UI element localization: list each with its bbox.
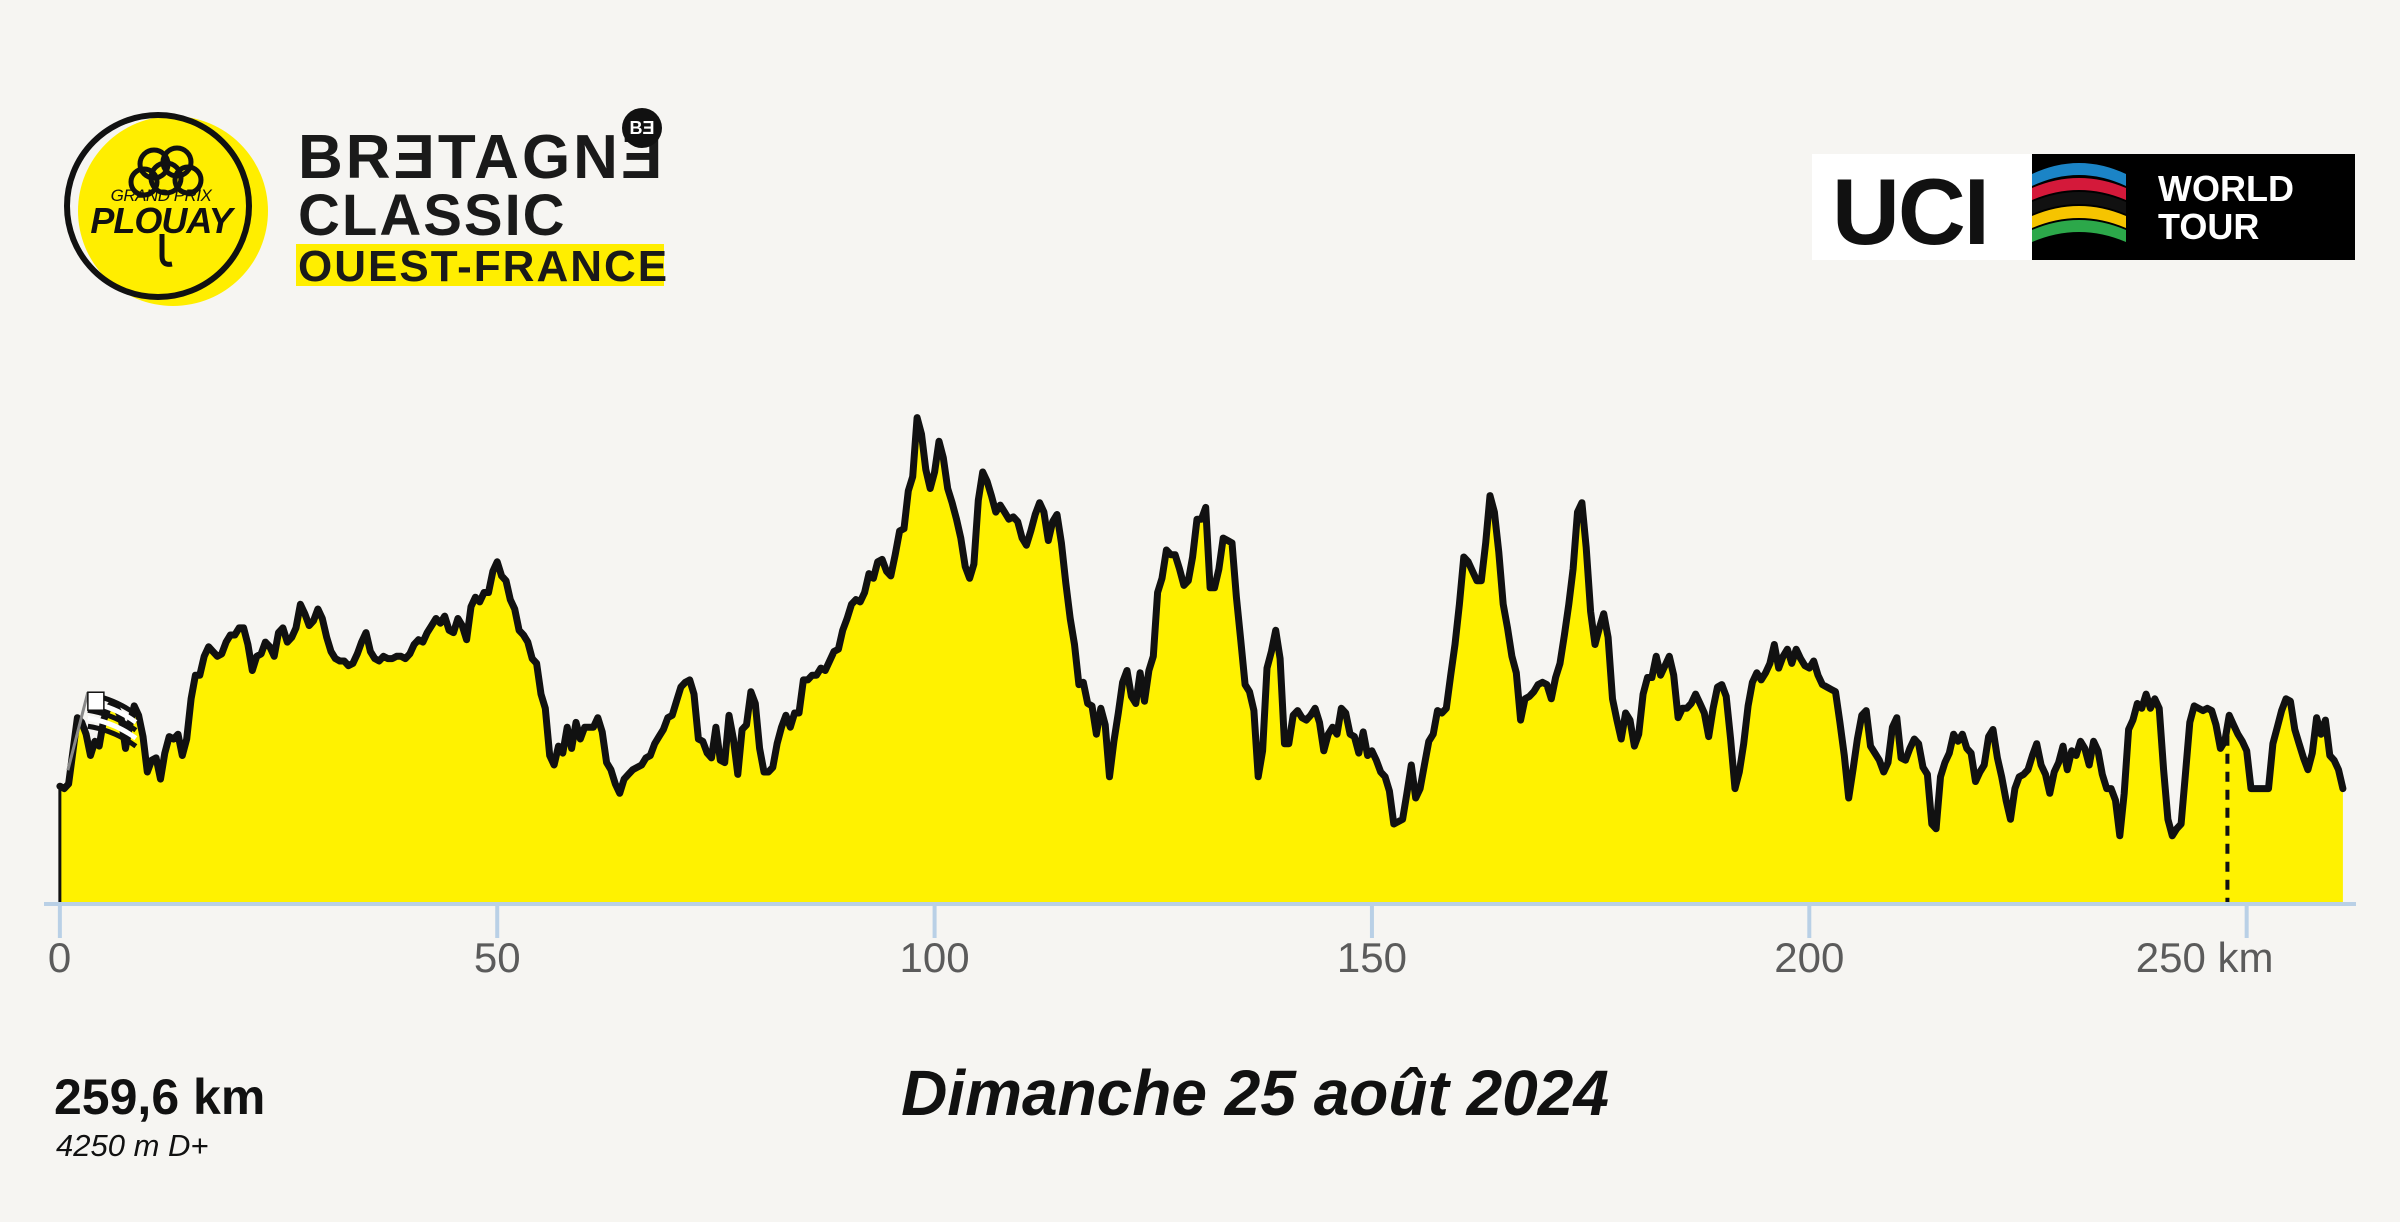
profile-area bbox=[59, 417, 2343, 902]
badge-line1: GRAND PRIX bbox=[110, 186, 212, 205]
badge-ring bbox=[64, 112, 252, 300]
flag-stripe bbox=[87, 707, 138, 733]
uci-white-panel bbox=[1812, 154, 2032, 260]
x-tick-label: 150 bbox=[1337, 934, 1407, 981]
flag-canton bbox=[87, 691, 105, 711]
x-tick-label: 200 bbox=[1774, 934, 1844, 981]
uci-world-label: WORLD bbox=[2158, 168, 2294, 209]
x-tick-label: 50 bbox=[474, 934, 521, 981]
brand-title-line2: CLASSIC bbox=[298, 183, 567, 248]
uci-text: UCI bbox=[1832, 159, 1990, 264]
grand-prix-plouay-badge: GRAND PRIX PLOUAY bbox=[64, 106, 268, 306]
tree-icon bbox=[128, 145, 204, 267]
profile-line bbox=[56, 414, 2347, 840]
flag-stripe bbox=[87, 715, 138, 741]
uci-tour-label: TOUR bbox=[2158, 206, 2260, 247]
x-tick-label: 100 bbox=[900, 934, 970, 981]
brand-highlight bbox=[296, 244, 664, 286]
brand-title-line3: OUEST-FRANCE bbox=[298, 242, 670, 291]
flag-pole bbox=[66, 691, 90, 771]
total-distance: 259,6 km bbox=[54, 1069, 266, 1125]
rainbow-bands-icon bbox=[2032, 163, 2126, 242]
total-elevation-gain: 4250 m D+ bbox=[56, 1128, 209, 1163]
flag-icon bbox=[87, 691, 138, 749]
badge-line2: PLOUAY bbox=[90, 200, 232, 241]
race-date: Dimanche 25 août 2024 bbox=[901, 1057, 1609, 1129]
brand-title-line1: BRƎTAGNƎ bbox=[298, 123, 666, 192]
x-tick-label: 0 bbox=[48, 934, 71, 981]
flag-stripe bbox=[87, 723, 138, 749]
bretagne-classic-logo: GRAND PRIX PLOUAY BRƎTAGNƎ CLASSIC OUEST… bbox=[64, 106, 684, 316]
be-badge: BƎ bbox=[622, 108, 662, 148]
x-tick-label: 250 km bbox=[2136, 934, 2274, 981]
uci-world-tour-logo: UCI WORLD TOUR bbox=[1812, 154, 2355, 264]
